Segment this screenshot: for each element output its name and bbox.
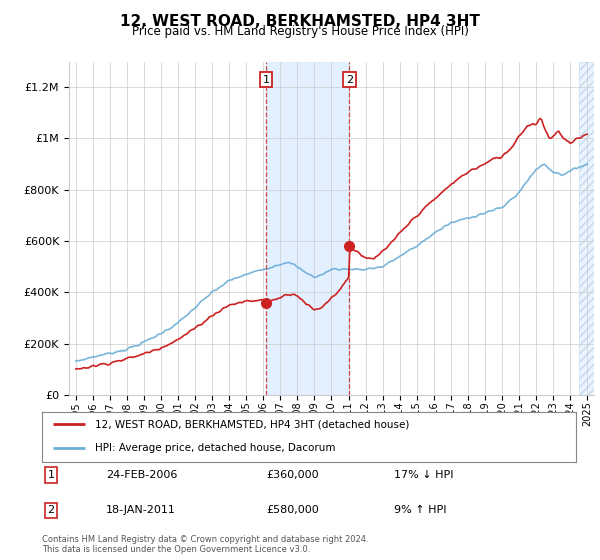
Text: HPI: Average price, detached house, Dacorum: HPI: Average price, detached house, Daco…: [95, 444, 336, 454]
Text: 2: 2: [47, 505, 55, 515]
Text: 2: 2: [346, 74, 353, 85]
Text: 9% ↑ HPI: 9% ↑ HPI: [394, 505, 447, 515]
Text: £580,000: £580,000: [266, 505, 319, 515]
Bar: [578, 62, 594, 395]
Text: £360,000: £360,000: [266, 470, 319, 480]
Text: 1: 1: [47, 470, 55, 480]
Text: 18-JAN-2011: 18-JAN-2011: [106, 505, 176, 515]
Text: Contains HM Land Registry data © Crown copyright and database right 2024.
This d: Contains HM Land Registry data © Crown c…: [42, 535, 368, 554]
Text: 17% ↓ HPI: 17% ↓ HPI: [394, 470, 454, 480]
Text: 12, WEST ROAD, BERKHAMSTED, HP4 3HT: 12, WEST ROAD, BERKHAMSTED, HP4 3HT: [120, 14, 480, 29]
Bar: [266, 62, 349, 395]
Text: 1: 1: [262, 74, 269, 85]
Text: 24-FEB-2006: 24-FEB-2006: [106, 470, 178, 480]
Text: Price paid vs. HM Land Registry's House Price Index (HPI): Price paid vs. HM Land Registry's House …: [131, 25, 469, 38]
Text: 12, WEST ROAD, BERKHAMSTED, HP4 3HT (detached house): 12, WEST ROAD, BERKHAMSTED, HP4 3HT (det…: [95, 419, 410, 429]
